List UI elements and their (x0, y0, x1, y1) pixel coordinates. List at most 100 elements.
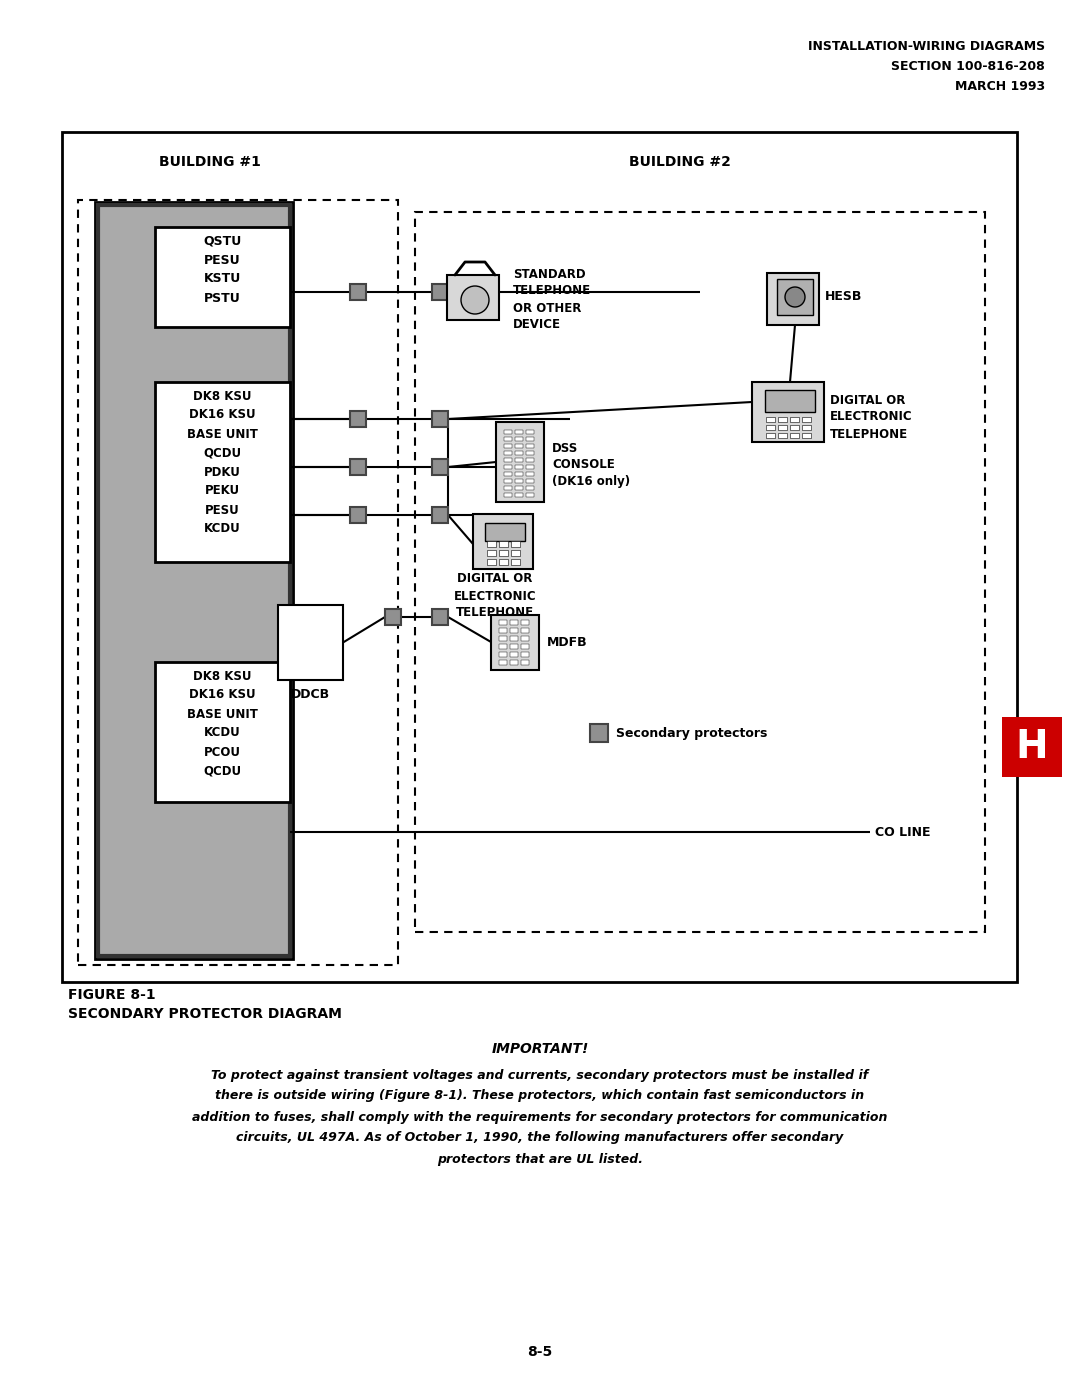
Text: IMPORTANT!: IMPORTANT! (491, 1042, 589, 1056)
Text: TELEPHONE: TELEPHONE (513, 285, 591, 298)
Text: KCDU: KCDU (204, 522, 241, 535)
Bar (778, 425, 787, 430)
Text: BASE UNIT: BASE UNIT (187, 427, 258, 440)
Text: DK8 KSU: DK8 KSU (193, 669, 252, 683)
Bar (62, 131, 1017, 982)
Bar (526, 444, 534, 448)
Text: DK16 KSU: DK16 KSU (189, 689, 256, 701)
Text: DIGITAL OR: DIGITAL OR (457, 573, 532, 585)
Bar (521, 619, 529, 624)
Text: addition to fuses, shall comply with the requirements for secondary protectors f: addition to fuses, shall comply with the… (192, 1111, 888, 1123)
Text: QCDU: QCDU (203, 764, 242, 778)
Text: INSTALLATION-WIRING DIAGRAMS: INSTALLATION-WIRING DIAGRAMS (808, 41, 1045, 53)
Bar (156, 662, 291, 802)
Text: OR OTHER: OR OTHER (513, 302, 581, 314)
Text: PESU: PESU (204, 253, 241, 267)
Text: PESU: PESU (205, 503, 240, 517)
Bar (432, 411, 448, 427)
Bar (511, 541, 519, 548)
Bar (496, 422, 544, 502)
Bar (515, 458, 523, 462)
Text: H: H (1015, 728, 1049, 766)
Bar (499, 644, 507, 648)
Bar (515, 472, 523, 476)
Text: CONSOLE: CONSOLE (552, 458, 615, 472)
Bar (487, 559, 496, 564)
Bar (432, 507, 448, 522)
Bar (499, 659, 507, 665)
Bar (510, 644, 518, 648)
Text: TELEPHONE: TELEPHONE (831, 427, 908, 440)
Bar (499, 541, 508, 548)
Text: BUILDING #2: BUILDING #2 (629, 155, 731, 169)
Bar (499, 636, 507, 640)
Bar (504, 444, 512, 448)
Bar (156, 226, 291, 327)
Text: SECTION 100-816-208: SECTION 100-816-208 (891, 60, 1045, 74)
Bar (473, 514, 534, 569)
Bar (778, 416, 787, 422)
Bar (510, 651, 518, 657)
Bar (515, 465, 523, 469)
Bar (777, 279, 813, 314)
Bar (521, 651, 529, 657)
Bar (485, 522, 525, 541)
Bar (802, 425, 811, 430)
Bar (766, 425, 775, 430)
Bar (802, 433, 811, 439)
Bar (526, 458, 534, 462)
Bar (515, 430, 523, 434)
Bar (504, 472, 512, 476)
Text: KCDU: KCDU (204, 726, 241, 739)
Bar (515, 437, 523, 441)
Bar (526, 437, 534, 441)
Bar (1002, 717, 1062, 777)
Bar (432, 460, 448, 475)
Bar (510, 659, 518, 665)
Bar (752, 381, 824, 441)
Bar (789, 416, 799, 422)
Bar (504, 486, 512, 490)
Text: DIGITAL OR: DIGITAL OR (831, 394, 905, 407)
Bar (98, 205, 291, 956)
Bar (499, 627, 507, 633)
Bar (767, 272, 819, 326)
Bar (766, 433, 775, 439)
Bar (432, 609, 448, 624)
Text: DDCB: DDCB (291, 687, 330, 700)
Text: circuits, UL 497A. As of October 1, 1990, the following manufacturers offer seco: circuits, UL 497A. As of October 1, 1990… (237, 1132, 843, 1144)
Circle shape (461, 286, 489, 314)
Text: PDKU: PDKU (204, 465, 241, 479)
Bar (526, 493, 534, 497)
Bar (499, 651, 507, 657)
Bar (350, 507, 366, 522)
Bar (384, 609, 401, 624)
Bar (802, 416, 811, 422)
Bar (504, 458, 512, 462)
Bar (95, 203, 293, 958)
Text: PCOU: PCOU (204, 746, 241, 759)
Bar (510, 636, 518, 640)
Text: To protect against transient voltages and currents, secondary protectors must be: To protect against transient voltages an… (212, 1069, 868, 1081)
Text: HESB: HESB (825, 291, 862, 303)
Text: QSTU: QSTU (203, 235, 242, 247)
Bar (447, 275, 499, 320)
Bar (504, 493, 512, 497)
Bar (511, 559, 519, 564)
Text: there is outside wiring (Figure 8-1). These protectors, which contain fast semic: there is outside wiring (Figure 8-1). Th… (215, 1090, 865, 1102)
Bar (521, 627, 529, 633)
Bar (515, 444, 523, 448)
Bar (765, 390, 815, 412)
Text: BASE UNIT: BASE UNIT (187, 707, 258, 721)
Bar (487, 541, 496, 548)
Text: DK8 KSU: DK8 KSU (193, 390, 252, 402)
Bar (510, 627, 518, 633)
Bar (526, 451, 534, 455)
Text: BUILDING #1: BUILDING #1 (159, 155, 261, 169)
Bar (526, 486, 534, 490)
Bar (526, 472, 534, 476)
Bar (789, 425, 799, 430)
Bar (515, 486, 523, 490)
Bar (78, 200, 399, 965)
Text: 8-5: 8-5 (527, 1345, 553, 1359)
